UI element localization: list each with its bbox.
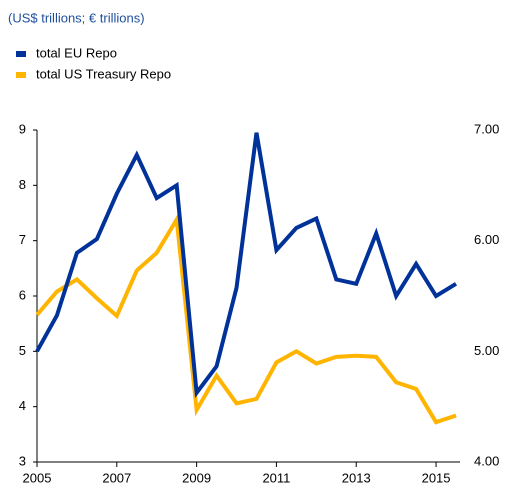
y-tick-label: 6 [19,287,26,302]
series-line [35,132,458,399]
y2-tick-label: 7.00 [474,121,499,136]
x-tick-label: 2009 [182,470,211,485]
y-tick-label: 9 [19,121,26,136]
series-line [35,213,457,425]
y2-tick-label: 5.00 [474,343,499,358]
x-tick-label: 2011 [262,470,290,485]
legend-label: total EU Repo [36,45,117,60]
y2-tick-label: 4.00 [474,453,499,468]
y-tick-label: 8 [19,177,26,192]
legend-swatch [16,72,26,78]
legend-label: total US Treasury Repo [36,66,171,81]
x-tick-label: 2015 [422,470,451,485]
x-tick-label: 2007 [102,470,131,485]
x-tick-label: 2005 [23,470,52,485]
legend-swatch [16,51,26,57]
chart-subtitle: (US$ trillions; € trillions) [8,10,145,25]
y-tick-label: 7 [19,232,26,247]
y2-tick-label: 6.00 [474,232,499,247]
x-tick-label: 2013 [342,470,371,485]
y-tick-label: 4 [19,398,26,413]
y-tick-label: 3 [19,453,26,468]
y-tick-label: 5 [19,343,26,358]
